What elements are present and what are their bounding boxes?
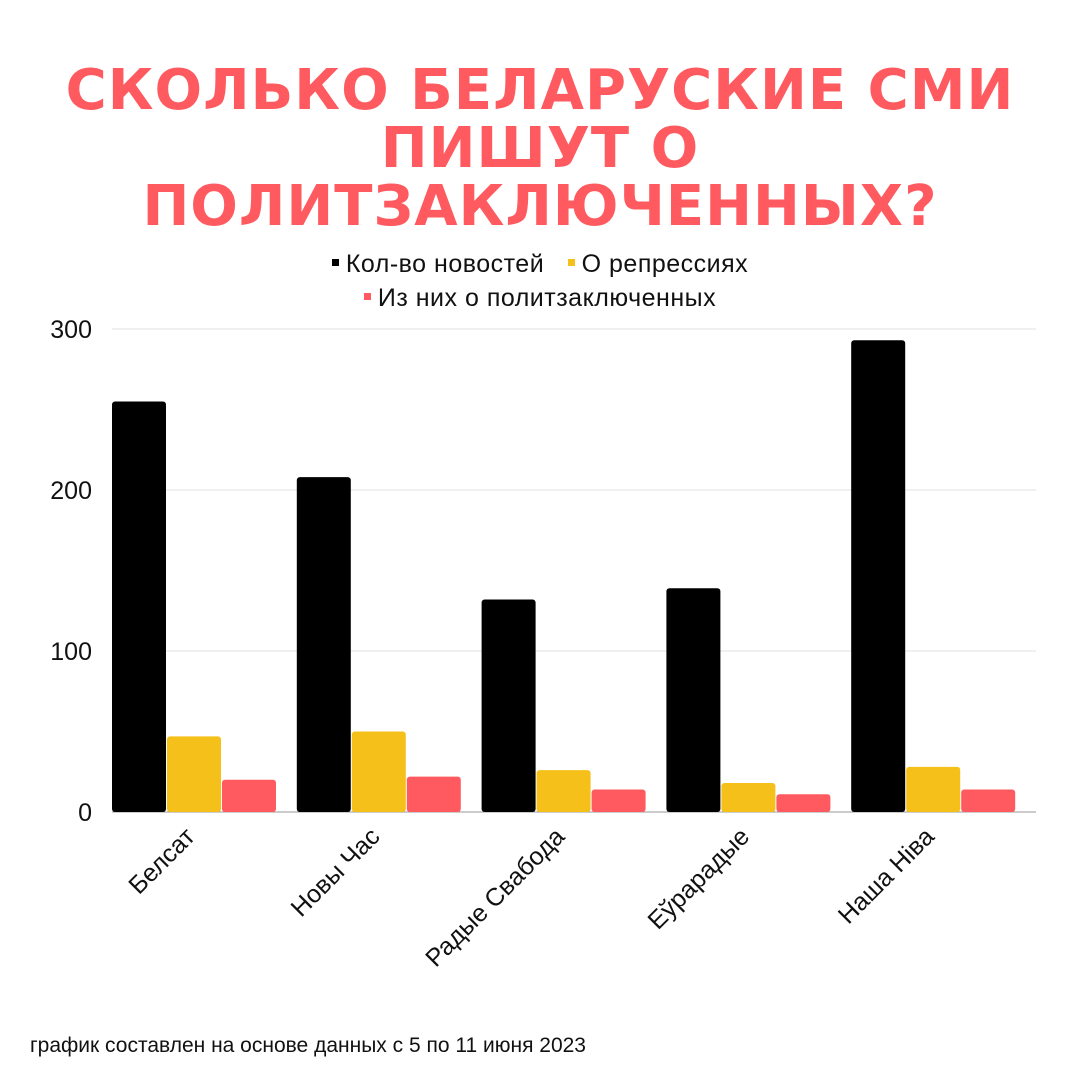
y-tick-label: 200 (50, 477, 92, 505)
legend-label-repressions: О репрессиях (581, 250, 749, 278)
legend-swatch-repressions (567, 258, 575, 266)
bar (222, 779, 276, 812)
legend-label-news: Кол-во новостей (345, 250, 545, 278)
bar (112, 401, 166, 812)
x-tick-label: Еўрарадые (642, 822, 755, 935)
bar (296, 477, 351, 812)
bar (536, 770, 591, 812)
legend-item-political-prisoners: Из них о политзаключенных (363, 284, 717, 313)
x-tick-label: Радые Свабода (420, 822, 570, 972)
legend-swatch-political-prisoners (363, 292, 371, 300)
bar (406, 776, 461, 812)
bar-chart: 0 100 200 300 Белсат Новы Час Радые Свабода Еўр… (50, 316, 1036, 973)
chart-legend: Кол-во новостей О репрессиях (0, 250, 1080, 279)
footnote: график составлен на основе данных с 5 по… (30, 1034, 586, 1057)
bar (481, 599, 536, 812)
x-tick-label: Белсат (123, 822, 201, 900)
bar (906, 766, 961, 812)
legend-item-repressions: О репрессиях (567, 250, 749, 279)
title-line-1: СКОЛЬКО БЕЛАРУСКИЕ СМИ (65, 58, 1015, 123)
bar (351, 731, 406, 812)
bar (851, 340, 906, 812)
bar (666, 588, 721, 812)
x-tick-label: Новы Час (286, 822, 386, 922)
legend-item-news: Кол-во новостей (331, 250, 545, 279)
x-tick-label: Наша Ніва (833, 822, 940, 929)
legend-label-political-prisoners: Из них о политзаключенных (377, 284, 717, 312)
legend-swatch-news (331, 258, 339, 266)
bar (591, 789, 646, 812)
y-tick-label: 300 (50, 316, 92, 344)
bar (721, 783, 776, 812)
bar (167, 736, 221, 812)
bar (776, 794, 831, 812)
chart-title: СКОЛЬКО БЕЛАРУСКИЕ СМИ ПИШУТ О ПОЛИТЗАКЛ… (0, 62, 1080, 236)
bar (961, 789, 1016, 812)
title-line-2: ПИШУТ О ПОЛИТЗАКЛЮЧЕННЫХ? (142, 116, 938, 239)
y-tick-label: 0 (78, 799, 92, 827)
chart-legend-row-2: Из них о политзаключенных (0, 284, 1080, 313)
y-tick-label: 100 (50, 638, 92, 666)
